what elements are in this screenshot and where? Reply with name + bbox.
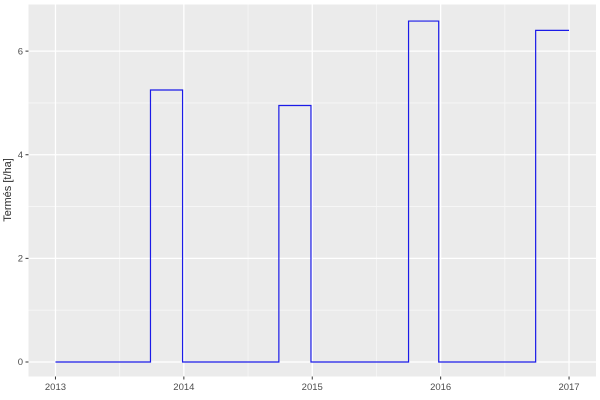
y-tick-label: 6 (18, 46, 23, 57)
series-step-line (55, 20, 570, 363)
y-tick-label: 0 (18, 357, 23, 368)
y-axis-title: Termés [t/ha] (2, 158, 14, 222)
x-tick-label: 2016 (430, 382, 451, 393)
y-tick-label: 2 (18, 254, 23, 265)
x-tick-label: 2017 (558, 382, 579, 393)
x-tick-label: 2015 (302, 382, 323, 393)
y-tick-label: 4 (18, 150, 23, 161)
x-tick-label: 2013 (45, 382, 66, 393)
x-tick-label: 2014 (173, 382, 194, 393)
